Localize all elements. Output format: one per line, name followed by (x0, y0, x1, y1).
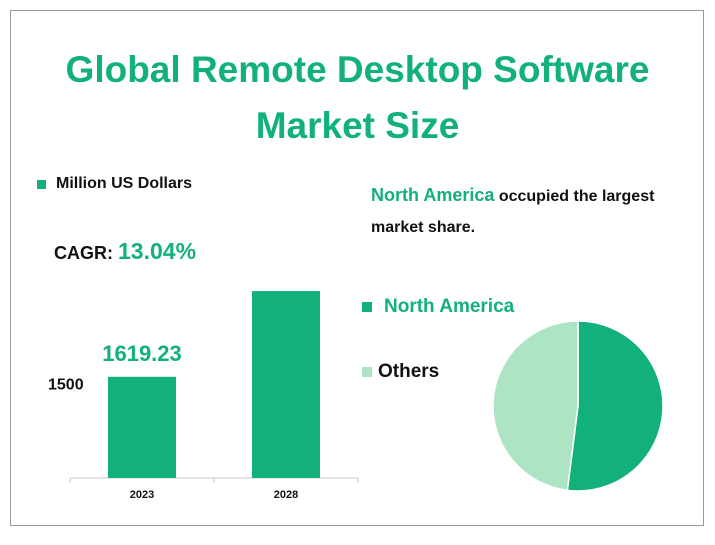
y-tick-label-1500: 1500 (48, 376, 84, 393)
unit-legend-label: Million US Dollars (56, 175, 193, 192)
note-line-1: occupied the largest (494, 188, 655, 205)
pie-legend-label-1: Others (378, 361, 440, 382)
pie-slice-others (492, 320, 579, 492)
bar-2028 (252, 291, 320, 478)
title-line-2: Market Size (255, 105, 460, 146)
market-share-note: North America occupied the largest marke… (371, 180, 701, 243)
pie-legend-swatch-1 (362, 367, 372, 377)
pie-legend-label-0: North America (384, 296, 515, 317)
cagr-label: CAGR: (54, 243, 113, 263)
bar-2023 (108, 376, 176, 478)
note-highlight: North America (371, 185, 495, 205)
x-tick-label-2023: 2023 (130, 489, 154, 501)
pie-legend-others: Others (362, 361, 439, 383)
chart-title: Global Remote Desktop Software Market Si… (0, 42, 715, 154)
cagr-value: 13.04% (118, 238, 197, 264)
pie-legend-north-america: North America (362, 296, 514, 318)
cagr-text: CAGR: 13.04% (54, 238, 196, 265)
pie-slice-north-america (566, 320, 664, 492)
title-line-1: Global Remote Desktop Software (65, 49, 650, 90)
pie-legend-swatch-0 (362, 302, 372, 312)
note-line-2: market share. (371, 219, 476, 236)
data-label-2023: 1619.23 (102, 341, 182, 366)
legend-swatch (37, 179, 46, 189)
unit-legend: Million US Dollars (37, 175, 192, 193)
x-tick-label-2028: 2028 (274, 489, 298, 501)
